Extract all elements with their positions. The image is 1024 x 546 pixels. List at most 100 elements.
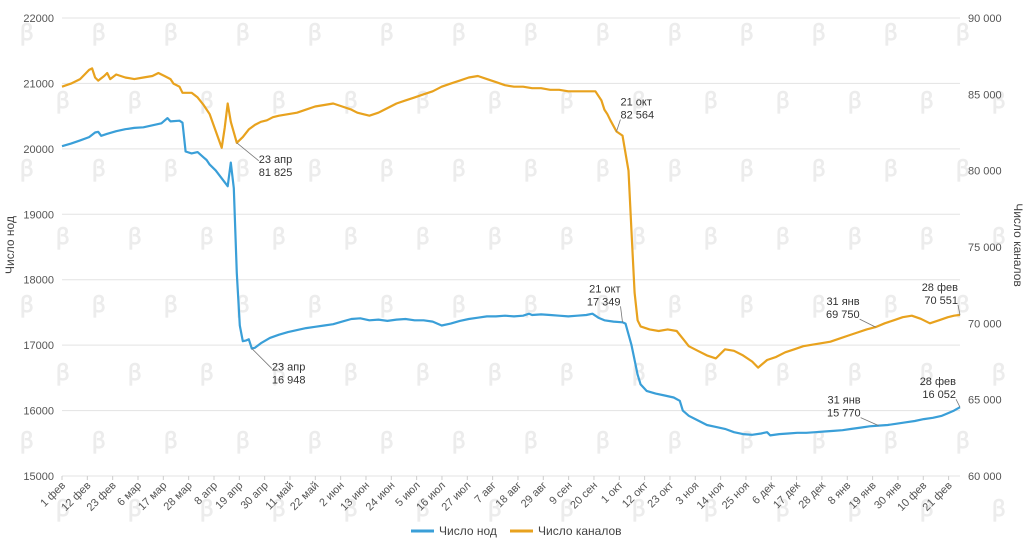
- watermark-glyph: ꞵ: [596, 429, 610, 454]
- watermark-glyph: ꞵ: [992, 89, 1006, 114]
- x-tick-label: 29 авг: [519, 480, 550, 511]
- watermark-glyph: ꞵ: [56, 497, 70, 522]
- annotation-leader: [955, 398, 961, 408]
- watermark-glyph: ꞵ: [308, 429, 322, 454]
- watermark-glyph: ꞵ: [776, 89, 790, 114]
- watermark-glyph: ꞵ: [308, 157, 322, 182]
- watermark-glyph: ꞵ: [704, 361, 718, 386]
- right-tick-label: 65 000: [968, 395, 1002, 407]
- watermark-glyph: ꞵ: [812, 293, 826, 318]
- watermark-glyph: ꞵ: [740, 157, 754, 182]
- x-tick-label: 28 мар: [161, 480, 194, 513]
- watermark-glyph: ꞵ: [236, 157, 250, 182]
- annotation-leader: [620, 306, 623, 323]
- annotation-value: 82 564: [620, 110, 654, 122]
- watermark-glyph: ꞵ: [560, 361, 574, 386]
- watermark-glyph: ꞵ: [56, 89, 70, 114]
- watermark-glyph: ꞵ: [380, 157, 394, 182]
- annotation-date: 31 янв: [827, 395, 860, 407]
- watermark-glyph: ꞵ: [524, 293, 538, 318]
- watermark-glyph: ꞵ: [164, 293, 178, 318]
- watermark-glyph: ꞵ: [560, 225, 574, 250]
- watermark-glyph: ꞵ: [344, 225, 358, 250]
- watermark-glyph: ꞵ: [992, 361, 1006, 386]
- watermark-glyph: ꞵ: [560, 89, 574, 114]
- watermark-glyph: ꞵ: [164, 429, 178, 454]
- watermark-glyph: ꞵ: [452, 21, 466, 46]
- legend-label-nodes: Число нод: [439, 524, 497, 538]
- left-axis-title: Число нод: [3, 216, 17, 274]
- left-tick-label: 15000: [23, 471, 54, 483]
- annotation-date: 23 апр: [272, 362, 305, 374]
- watermark-glyph: ꞵ: [740, 21, 754, 46]
- watermark-glyph: ꞵ: [488, 497, 502, 522]
- left-axis: 15000 16000 17000 18000 19000 20000 21000 22000: [23, 13, 54, 483]
- annotation-date: 21 окт: [620, 97, 651, 109]
- watermark-glyph: ꞵ: [596, 21, 610, 46]
- plot-area: [61, 67, 961, 437]
- watermark-glyph: ꞵ: [632, 497, 646, 522]
- watermark-glyph: ꞵ: [272, 497, 286, 522]
- watermark-glyph: ꞵ: [200, 225, 214, 250]
- watermark-glyph: ꞵ: [956, 429, 970, 454]
- watermark-glyph: ꞵ: [920, 497, 934, 522]
- watermark-glyph: ꞵ: [884, 21, 898, 46]
- annotation-leader: [251, 348, 273, 369]
- watermark-glyph: ꞵ: [308, 293, 322, 318]
- watermark-glyph: ꞵ: [992, 225, 1006, 250]
- watermark-glyph: ꞵ: [920, 89, 934, 114]
- right-tick-label: 80 000: [968, 166, 1002, 178]
- watermark-glyph: ꞵ: [704, 89, 718, 114]
- left-tick-label: 19000: [23, 209, 54, 221]
- x-tick-label: 20 сен: [568, 480, 600, 512]
- watermark-glyph: ꞵ: [452, 429, 466, 454]
- left-tick-label: 17000: [23, 340, 54, 352]
- watermark-glyph: ꞵ: [668, 157, 682, 182]
- watermark-glyph: ꞵ: [668, 429, 682, 454]
- watermark-glyph: ꞵ: [20, 157, 34, 182]
- watermark-glyph: ꞵ: [884, 293, 898, 318]
- watermark-glyph: ꞵ: [704, 225, 718, 250]
- watermark-glyph: ꞵ: [560, 497, 574, 522]
- annotation-value: 81 825: [259, 167, 293, 179]
- left-tick-label: 21000: [23, 78, 54, 90]
- watermark-glyph: ꞵ: [92, 429, 106, 454]
- right-tick-label: 70 000: [968, 318, 1002, 330]
- watermark-glyph: ꞵ: [632, 225, 646, 250]
- annotation-value: 15 770: [827, 408, 861, 420]
- watermark-glyph: ꞵ: [668, 293, 682, 318]
- watermark-glyph: ꞵ: [20, 21, 34, 46]
- watermark-glyph: ꞵ: [740, 429, 754, 454]
- watermark-glyph: ꞵ: [452, 293, 466, 318]
- watermark-glyph: ꞵ: [416, 225, 430, 250]
- x-tick-label: 24 июн: [364, 480, 398, 514]
- watermark-glyph: ꞵ: [380, 429, 394, 454]
- watermark-glyph: ꞵ: [56, 225, 70, 250]
- x-tick-label: 22 май: [288, 480, 321, 513]
- watermark-glyph: ꞵ: [884, 157, 898, 182]
- watermark-glyph: ꞵ: [740, 293, 754, 318]
- right-tick-label: 60 000: [968, 471, 1002, 483]
- watermark-glyph: ꞵ: [128, 225, 142, 250]
- left-tick-label: 16000: [23, 406, 54, 418]
- watermark-glyph: ꞵ: [164, 157, 178, 182]
- watermark-glyph: ꞵ: [812, 157, 826, 182]
- watermark-glyph: ꞵ: [956, 157, 970, 182]
- x-tick-label: 23 окт: [645, 480, 676, 511]
- watermark-glyph: ꞵ: [848, 497, 862, 522]
- annotation-date: 31 янв: [826, 296, 859, 308]
- watermark-glyph: ꞵ: [848, 361, 862, 386]
- annotation-leader: [860, 417, 879, 426]
- watermark-glyph: ꞵ: [812, 429, 826, 454]
- x-tick-label: 18 авг: [493, 480, 524, 511]
- watermark-glyph: ꞵ: [596, 293, 610, 318]
- watermark-glyph: ꞵ: [848, 89, 862, 114]
- annotation-value: 17 349: [587, 296, 621, 308]
- series-line-channels: [61, 67, 961, 369]
